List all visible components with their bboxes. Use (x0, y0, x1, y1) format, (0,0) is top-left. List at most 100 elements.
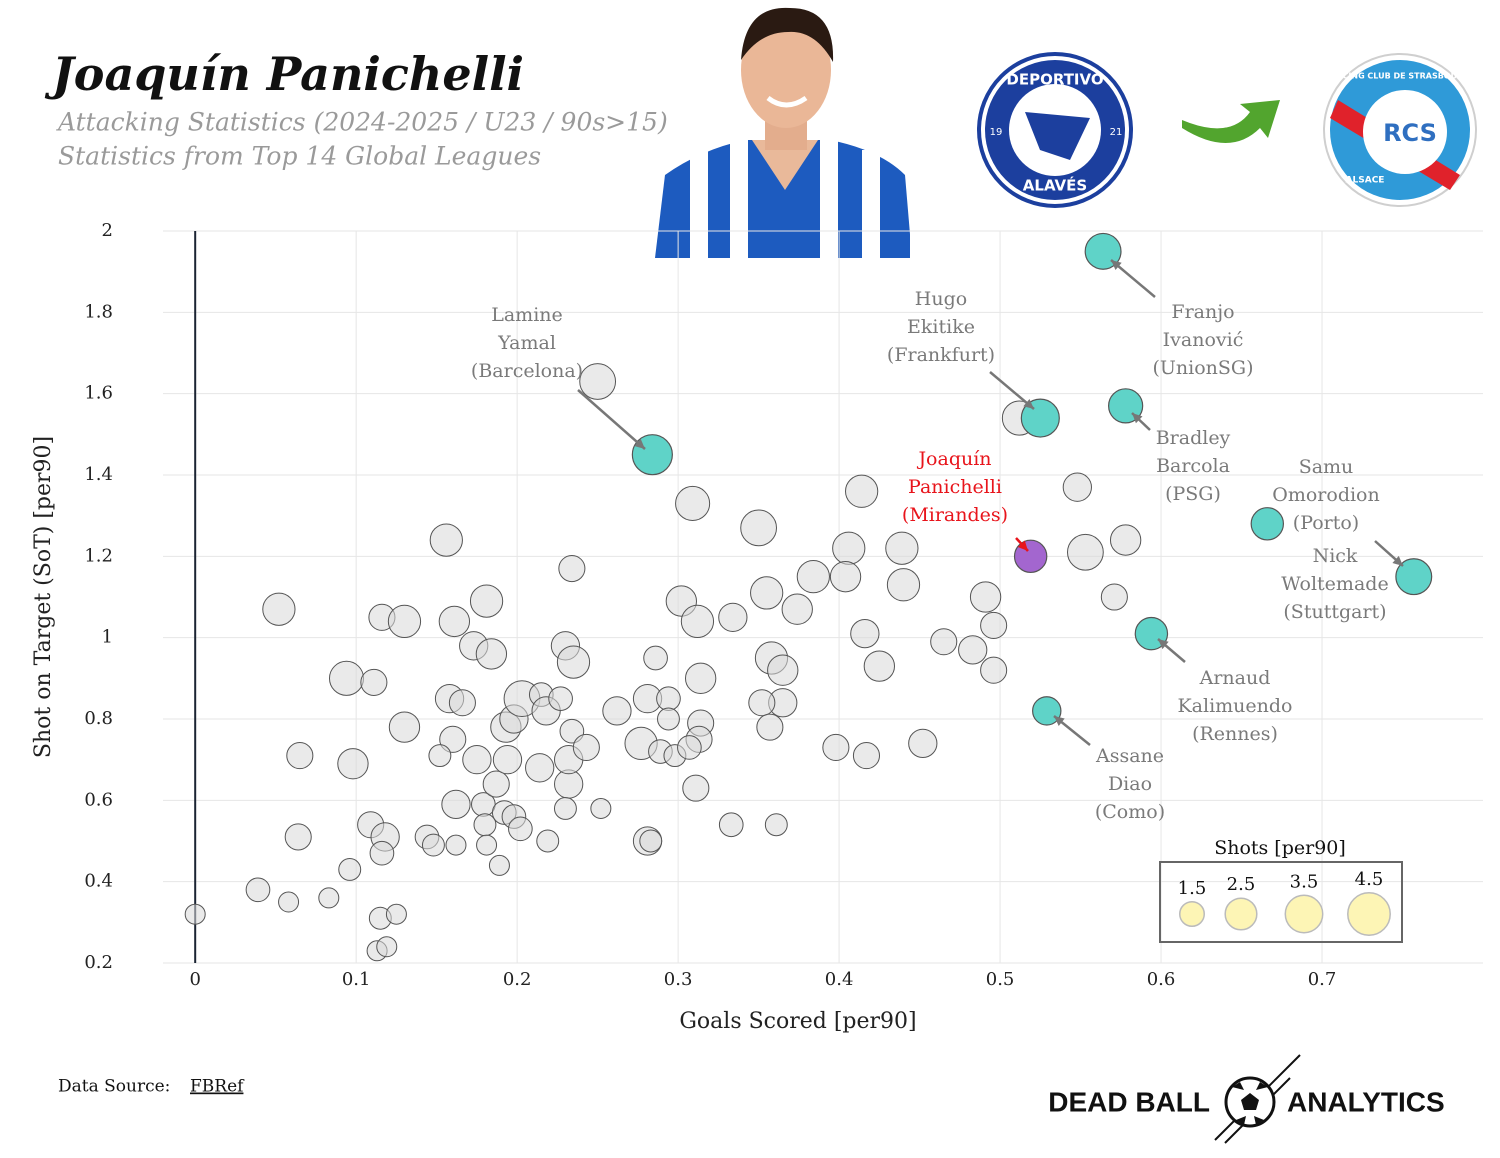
bubble (631, 434, 673, 476)
bubble (680, 604, 715, 639)
y-tick-label: 0.8 (84, 708, 113, 729)
bubble (1250, 507, 1285, 541)
bubble (756, 713, 784, 741)
bubble (886, 568, 921, 602)
bubble (682, 774, 710, 802)
source-link[interactable]: FBRef (190, 1077, 245, 1097)
bubble (740, 509, 777, 547)
point-label: Yamal (497, 332, 556, 354)
logo-text: DEPORTIVO (1006, 71, 1103, 89)
bubble (445, 834, 467, 856)
bubble (796, 560, 830, 594)
bubble (677, 735, 702, 760)
bubble (781, 593, 813, 625)
x-tick-label: 0.7 (1308, 969, 1337, 990)
subtitle: Attacking Statistics (2024-2025 / U23 / … (56, 108, 668, 137)
bubble (488, 854, 510, 876)
bubble (850, 618, 880, 649)
bubble (764, 813, 788, 837)
y-tick-label: 1.6 (84, 383, 113, 404)
bubble (1013, 539, 1048, 574)
y-tick-label: 0.6 (84, 789, 113, 810)
point-label: Assane (1095, 745, 1164, 767)
bubble (441, 789, 471, 820)
bubble (328, 660, 365, 696)
bubble (980, 656, 1008, 684)
y-tick-label: 1 (102, 627, 113, 648)
bubble (852, 742, 881, 770)
bubble (675, 485, 711, 521)
point-label: Samu (1299, 456, 1354, 478)
bubble (548, 686, 573, 711)
brand: ANALYTICS (1287, 1086, 1445, 1117)
arrow-head (1111, 260, 1122, 271)
bubble (885, 531, 919, 565)
point-label: (Stuttgart) (1283, 601, 1386, 623)
point-label: Panichelli (908, 476, 1002, 498)
bubble (429, 523, 463, 557)
bubble (718, 812, 744, 838)
legend-label: 1.5 (1178, 878, 1207, 899)
club-logo-to: RCS RACING CLUB DE STRASBOURG ALSACE (1323, 53, 1477, 207)
bubble (602, 696, 632, 726)
bubble (748, 689, 776, 717)
point-label: (Rennes) (1192, 723, 1278, 745)
bubble (656, 686, 681, 711)
bubble (421, 833, 445, 857)
club-logo-from: DEPORTIVO ALAVÉS 19 21 (977, 52, 1133, 208)
bubble (750, 576, 784, 610)
point-label: Ekitike (907, 316, 975, 338)
points (184, 232, 1433, 962)
x-tick-label: 0 (189, 969, 200, 990)
logo-text: 19 (990, 127, 1003, 138)
bubble (338, 858, 362, 881)
x-tick-label: 0.3 (664, 969, 693, 990)
bubble (822, 733, 850, 762)
bubble (376, 936, 398, 958)
x-axis-title: Goals Scored [per90] (679, 1009, 916, 1034)
logo-text: ALAVÉS (1023, 176, 1087, 195)
bubble (360, 668, 388, 696)
bubble (643, 645, 668, 671)
point-label: Lamine (491, 304, 563, 326)
point-label: Arnaud (1199, 667, 1271, 689)
bubble (684, 662, 717, 694)
bubble (492, 745, 523, 775)
x-tick-label: 0.5 (986, 969, 1015, 990)
arrow-head (634, 438, 645, 449)
bubble (845, 474, 879, 508)
arrow-head (1392, 555, 1403, 566)
legend-bubble (1347, 892, 1391, 936)
y-tick-label: 0.2 (84, 952, 113, 973)
bubble (1395, 558, 1433, 596)
bubble (337, 748, 369, 780)
transfer-arrow (1182, 100, 1280, 143)
x-tick-label: 0.6 (1147, 969, 1176, 990)
arrow-head (1017, 540, 1028, 551)
bubble (476, 834, 498, 856)
point-label: Woltemade (1281, 573, 1388, 595)
x-tick-label: 0.1 (342, 969, 371, 990)
arrow-head (1132, 413, 1143, 424)
bubble (385, 903, 407, 925)
arrow-head (1023, 398, 1034, 409)
bubble (262, 592, 296, 626)
bubble (428, 744, 452, 768)
bubble (590, 797, 612, 819)
y-tick-label: 1.4 (84, 464, 113, 485)
logo-text: ALSACE (1346, 176, 1385, 186)
chart-title: Joaquín Panichelli (44, 47, 524, 101)
bubble (388, 711, 421, 743)
bubble (184, 903, 206, 925)
point-label: Nick (1313, 545, 1358, 567)
arrow-head (1054, 716, 1065, 726)
bubble (473, 813, 497, 837)
subtitle: Statistics from Top 14 Global Leagues (58, 142, 541, 171)
bubble (1020, 398, 1060, 438)
bubble (278, 891, 300, 913)
point-label: Joaquín (916, 448, 991, 470)
bubble (1100, 583, 1128, 611)
player-photo (655, 7, 910, 258)
bubble (980, 611, 1008, 640)
bubble (572, 733, 600, 762)
